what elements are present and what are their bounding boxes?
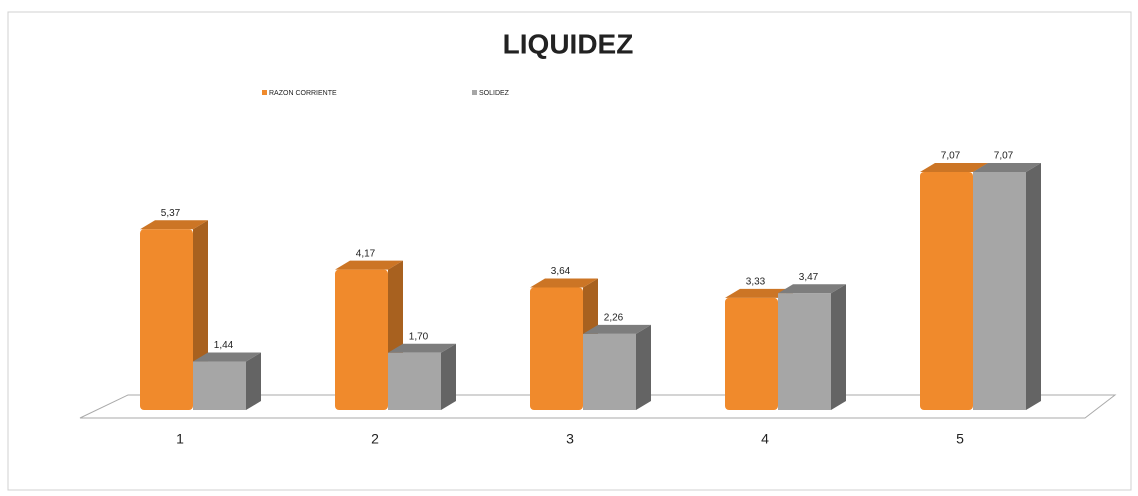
bar	[725, 297, 778, 410]
bar-side	[831, 284, 846, 410]
bar-side	[246, 352, 261, 410]
bar	[388, 352, 441, 410]
bar	[973, 172, 1026, 410]
chart-title: LIQUIDEZ	[503, 28, 634, 59]
x-tick-label: 3	[566, 431, 574, 447]
legend-swatch	[472, 90, 477, 95]
bar	[778, 293, 831, 410]
bar-top	[725, 288, 793, 298]
legend-label: RAZON CORRIENTE	[269, 90, 337, 97]
value-label: 3,47	[799, 272, 819, 283]
x-tick-label: 2	[371, 431, 379, 447]
x-tick-label: 5	[956, 431, 964, 447]
x-tick-label: 4	[761, 431, 769, 447]
value-label: 1,70	[409, 331, 429, 342]
bar-top	[920, 163, 988, 172]
bar-top	[583, 324, 651, 334]
value-label: 4,17	[356, 248, 376, 259]
bar	[920, 172, 973, 410]
legend-label: SOLIDEZ	[479, 90, 510, 97]
value-label: 2,26	[604, 313, 624, 324]
bar	[193, 361, 246, 410]
bar-side	[1026, 163, 1041, 410]
bar	[583, 333, 636, 410]
value-label: 5,37	[161, 208, 181, 219]
bar-top	[530, 278, 598, 288]
bar	[335, 269, 388, 410]
bar	[530, 287, 583, 410]
bar-top	[193, 352, 261, 362]
value-label: 1,44	[214, 340, 234, 351]
value-label: 3,64	[551, 266, 571, 277]
bar-top	[140, 220, 208, 230]
bar-top	[388, 343, 456, 353]
value-label: 7,07	[994, 151, 1014, 162]
bar	[140, 229, 193, 410]
bar-side	[636, 324, 651, 410]
value-label: 3,33	[746, 277, 766, 288]
bar-side	[441, 343, 456, 410]
value-label: 7,07	[941, 151, 961, 162]
bar-top	[335, 260, 403, 270]
bar-top	[778, 284, 846, 294]
legend-swatch	[262, 90, 267, 95]
x-tick-label: 1	[176, 431, 184, 447]
bar-top	[973, 163, 1041, 172]
